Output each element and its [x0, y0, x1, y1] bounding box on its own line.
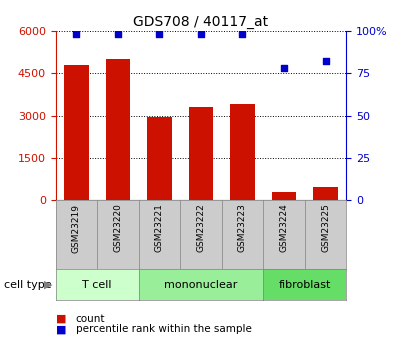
Text: GSM23223: GSM23223: [238, 204, 247, 253]
Bar: [230, 104, 255, 200]
Text: GSM23220: GSM23220: [113, 204, 123, 253]
Text: GSM23225: GSM23225: [321, 204, 330, 253]
Text: cell type: cell type: [4, 280, 52, 289]
Text: GSM23219: GSM23219: [72, 204, 81, 253]
Bar: [313, 187, 338, 200]
Point: [73, 32, 80, 37]
Bar: [105, 59, 131, 200]
Point: [322, 59, 329, 64]
Text: ▶: ▶: [44, 280, 52, 289]
Title: GDS708 / 40117_at: GDS708 / 40117_at: [133, 14, 269, 29]
Bar: [271, 192, 297, 200]
Point: [156, 32, 163, 37]
Text: GSM23222: GSM23222: [197, 204, 205, 252]
Point: [115, 32, 121, 37]
Point: [239, 32, 246, 37]
Text: percentile rank within the sample: percentile rank within the sample: [76, 325, 252, 334]
Point: [198, 32, 204, 37]
Text: GSM23224: GSM23224: [279, 204, 289, 252]
Text: fibroblast: fibroblast: [279, 280, 331, 289]
Point: [281, 66, 287, 71]
Text: T cell: T cell: [82, 280, 112, 289]
Bar: [147, 117, 172, 200]
Bar: [64, 65, 89, 200]
Text: ■: ■: [56, 314, 66, 324]
Bar: [189, 107, 213, 200]
Text: count: count: [76, 314, 105, 324]
Text: mononuclear: mononuclear: [164, 280, 238, 289]
Text: ■: ■: [56, 325, 66, 334]
Text: GSM23221: GSM23221: [155, 204, 164, 253]
